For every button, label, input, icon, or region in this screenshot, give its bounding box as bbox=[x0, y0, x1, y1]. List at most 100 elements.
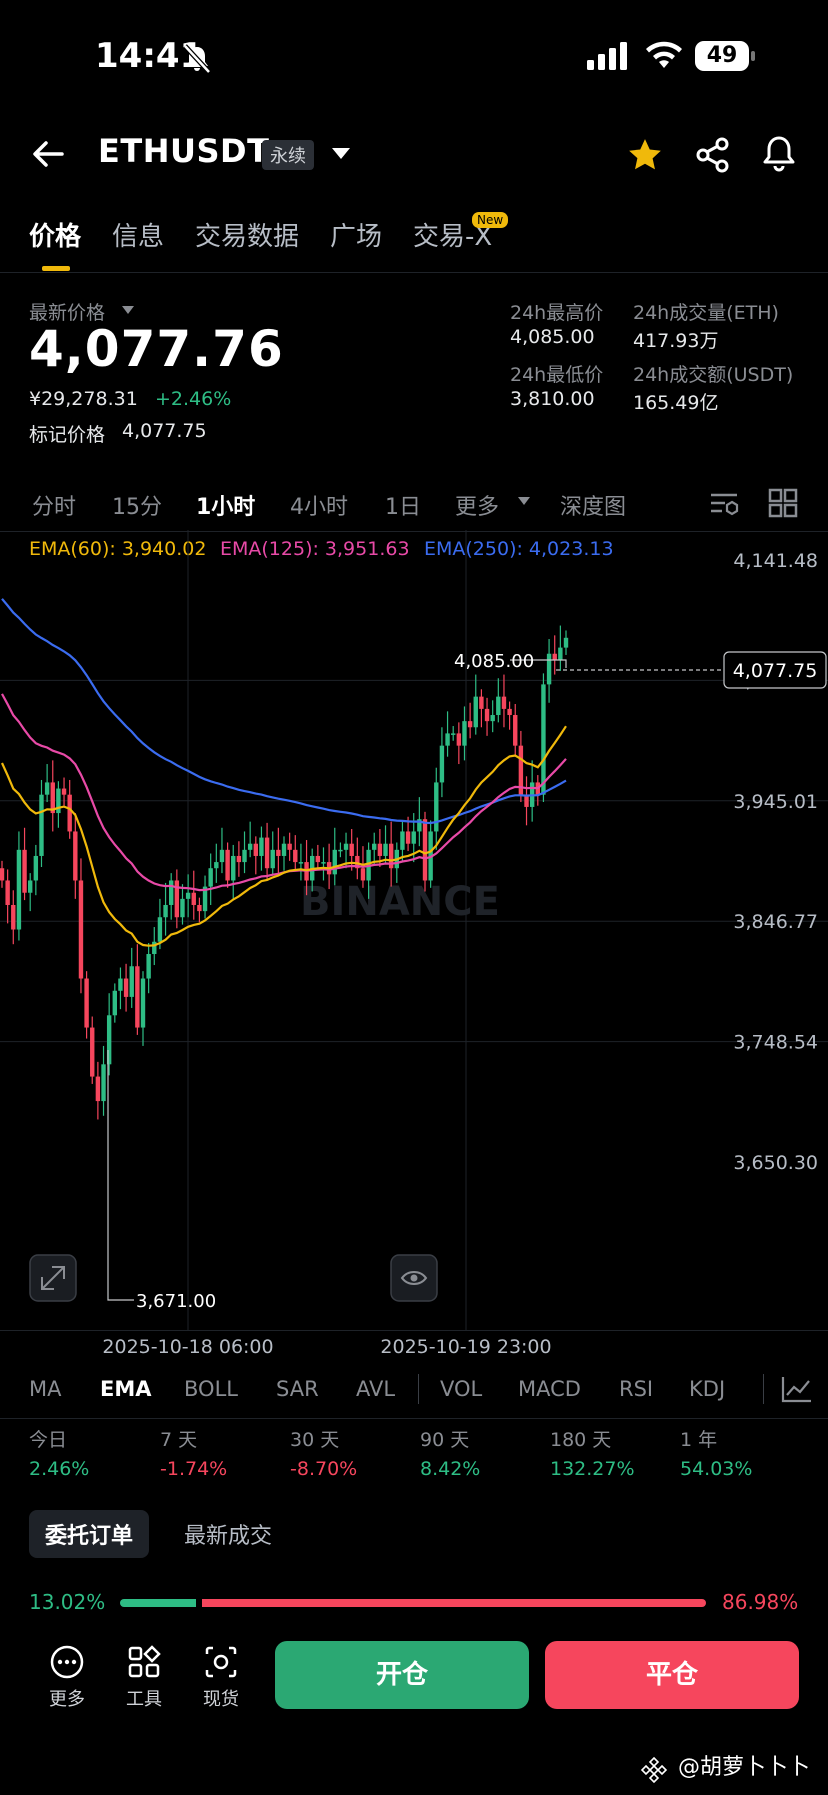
caret-down-icon[interactable] bbox=[121, 305, 135, 315]
tab-square[interactable]: 广场 bbox=[330, 222, 383, 252]
chart-bottom-divider bbox=[0, 1330, 828, 1331]
tab-price[interactable]: 价格 bbox=[29, 222, 82, 252]
indicator-ma[interactable]: MA bbox=[29, 1377, 62, 1401]
pair-title[interactable]: ETHUSDT bbox=[98, 132, 270, 170]
tab-open-orders[interactable]: 委托订单 bbox=[29, 1510, 150, 1558]
candle-body bbox=[321, 862, 326, 864]
candle-body bbox=[225, 849, 230, 881]
candle-body bbox=[202, 886, 208, 912]
tab-trading-data[interactable]: 交易数据 bbox=[195, 222, 300, 252]
interval-4h[interactable]: 4小时 bbox=[290, 495, 348, 520]
candle-body bbox=[95, 1076, 101, 1102]
cellular-signal-icon bbox=[587, 42, 627, 70]
indicator-settings-icon[interactable] bbox=[780, 1374, 814, 1404]
candle-body bbox=[28, 880, 33, 893]
indicator-avl[interactable]: AVL bbox=[356, 1377, 396, 1401]
more-label[interactable]: 更多 bbox=[49, 1689, 85, 1710]
candle-body bbox=[507, 708, 512, 716]
perf-label-180d: 180 天 bbox=[550, 1429, 612, 1451]
indicator-vol[interactable]: VOL bbox=[440, 1377, 483, 1401]
mute-bell-icon bbox=[183, 44, 211, 74]
ema125-value: EMA(125): 3,951.63 bbox=[220, 538, 410, 560]
chart-settings-icon[interactable] bbox=[708, 488, 740, 520]
active-tab-indicator bbox=[42, 266, 70, 271]
candle-body bbox=[73, 831, 78, 881]
notification-bell-icon[interactable] bbox=[760, 134, 798, 174]
candle-body bbox=[479, 696, 484, 709]
indicator-separator-2 bbox=[763, 1374, 764, 1404]
candle-body bbox=[332, 849, 337, 875]
more-dots-icon[interactable] bbox=[50, 1645, 84, 1679]
y-tick-label: 3,650.30 bbox=[733, 1152, 818, 1174]
candlestick-chart[interactable]: BINANCE 4,141.484,043.243,945.013,846.77… bbox=[0, 530, 828, 1340]
perf-label-today: 今日 bbox=[29, 1429, 68, 1451]
candle-body bbox=[22, 849, 27, 893]
ema250-line bbox=[1, 598, 567, 825]
chevron-down-icon[interactable] bbox=[330, 146, 352, 162]
interval-1d[interactable]: 1日 bbox=[385, 495, 421, 520]
candle-body bbox=[445, 733, 450, 746]
candle-body bbox=[135, 966, 140, 1028]
candle-body bbox=[377, 843, 383, 856]
volume-eth: 417.93万 bbox=[633, 330, 719, 352]
candle-body bbox=[524, 794, 529, 807]
tab-info[interactable]: 信息 bbox=[112, 222, 165, 252]
high-24h: 4,085.00 bbox=[510, 326, 595, 348]
candle-body bbox=[197, 904, 202, 912]
share-icon[interactable] bbox=[694, 136, 732, 174]
close-position-button[interactable]: 平仓 bbox=[545, 1641, 799, 1709]
sell-ratio-bar bbox=[202, 1599, 706, 1607]
spot-icon[interactable] bbox=[204, 1645, 238, 1679]
candle-body bbox=[462, 721, 467, 746]
candle-body bbox=[247, 843, 253, 850]
ema60-value: EMA(60): 3,940.02 bbox=[29, 538, 207, 560]
interval-more[interactable]: 更多 bbox=[455, 495, 500, 520]
mark-price: 4,077.75 bbox=[122, 420, 207, 442]
candle-body bbox=[169, 880, 174, 905]
candle-body bbox=[270, 849, 275, 869]
sell-ratio: 86.98% bbox=[722, 1590, 799, 1614]
candle-body bbox=[146, 954, 151, 979]
tools-icon[interactable] bbox=[127, 1645, 161, 1679]
candle-body bbox=[338, 849, 343, 852]
binance-logo-icon bbox=[640, 1756, 668, 1784]
tab-latest-trades[interactable]: 最新成交 bbox=[184, 1524, 273, 1549]
perf-value-30d: -8.70% bbox=[290, 1458, 358, 1480]
tools-label[interactable]: 工具 bbox=[126, 1689, 162, 1710]
interval-timeline[interactable]: 分时 bbox=[32, 495, 77, 520]
interval-1h[interactable]: 1小时 bbox=[196, 495, 256, 520]
back-arrow-icon[interactable] bbox=[30, 136, 66, 172]
candle-body bbox=[16, 849, 22, 930]
candle-body bbox=[39, 794, 44, 856]
candle-body bbox=[157, 917, 163, 942]
perf-value-1y: 54.03% bbox=[680, 1458, 753, 1480]
candle-body bbox=[298, 862, 304, 864]
candle-body bbox=[484, 708, 490, 722]
indicator-macd[interactable]: MACD bbox=[518, 1377, 581, 1401]
candle-body bbox=[33, 855, 39, 881]
layout-grid-icon[interactable] bbox=[768, 488, 798, 518]
indicator-rsi[interactable]: RSI bbox=[619, 1377, 654, 1401]
perf-value-today: 2.46% bbox=[29, 1458, 90, 1480]
low-24h: 3,810.00 bbox=[510, 388, 595, 410]
open-position-button[interactable]: 开仓 bbox=[275, 1641, 529, 1709]
spot-label[interactable]: 现货 bbox=[203, 1689, 239, 1710]
more-caret-icon[interactable] bbox=[517, 496, 531, 506]
indicator-boll[interactable]: BOLL bbox=[184, 1377, 238, 1401]
indicator-ema[interactable]: EMA bbox=[100, 1377, 152, 1401]
star-favorite-icon[interactable] bbox=[626, 136, 664, 174]
y-tick-label: 3,846.77 bbox=[733, 911, 818, 933]
low-24h-label: 24h最低价 bbox=[510, 364, 604, 386]
battery-icon: 49 bbox=[695, 41, 749, 71]
candle-body bbox=[490, 715, 495, 722]
y-tick-label: 3,945.01 bbox=[733, 791, 818, 813]
indicator-sar[interactable]: SAR bbox=[276, 1377, 319, 1401]
last-price-label[interactable]: 最新价格 bbox=[29, 302, 106, 324]
high-annotation-line bbox=[510, 659, 567, 668]
candle-body bbox=[513, 715, 518, 746]
candle-body bbox=[84, 978, 89, 1028]
candle-body bbox=[360, 868, 366, 881]
depth-chart-tab[interactable]: 深度图 bbox=[560, 495, 627, 520]
indicator-kdj[interactable]: KDJ bbox=[689, 1377, 726, 1401]
interval-15m[interactable]: 15分 bbox=[112, 495, 162, 520]
